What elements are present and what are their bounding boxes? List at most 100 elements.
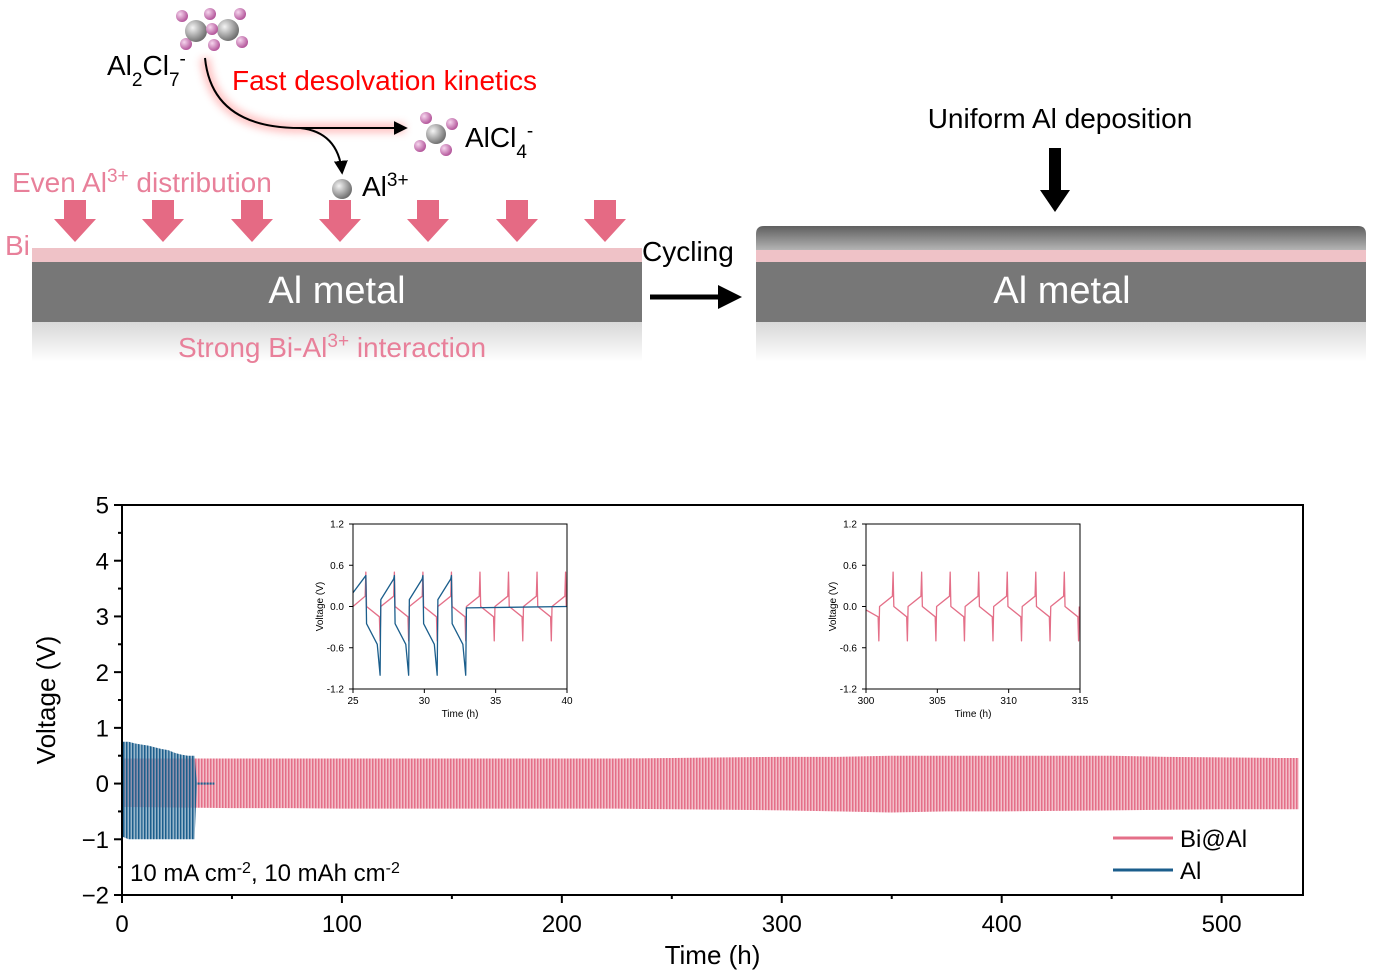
- voltage-band: [122, 741, 129, 840]
- plot-area: [122, 505, 1303, 895]
- arrow: [204, 57, 408, 135]
- x-axis-title: Time (h): [442, 709, 479, 720]
- x-tick-label: 300: [762, 911, 802, 938]
- subscript: 2: [132, 70, 143, 91]
- cation-label: Al3+: [362, 170, 409, 203]
- voltage-band: [148, 745, 155, 840]
- legend-label: Bi@Al: [1180, 826, 1247, 853]
- x-tick-label: 500: [1202, 911, 1242, 938]
- y-tick-label: 5: [96, 493, 109, 520]
- plot-area: [866, 524, 1080, 689]
- process-label: Cycling: [642, 236, 734, 267]
- al-slab: [756, 262, 1366, 322]
- voltage-band: [396, 758, 452, 809]
- voltage-line: [865, 571, 1080, 642]
- slab-label: Al metal: [993, 270, 1130, 312]
- superscript: -: [180, 49, 186, 70]
- y-tick-label: 1: [96, 715, 109, 742]
- y-tick-label: 1.2: [843, 520, 857, 531]
- text-part: interaction: [349, 332, 486, 363]
- plot-series: [122, 741, 1299, 840]
- al-slab: [32, 262, 642, 322]
- plot-frame: [865, 523, 1081, 690]
- pink-arrow: [584, 200, 626, 242]
- x-tick-label: 100: [322, 911, 362, 938]
- plot-series: [865, 571, 1080, 642]
- y-tick-label: 0: [96, 771, 109, 798]
- voltage-band: [154, 747, 162, 840]
- pink-arrow: [231, 200, 273, 242]
- slab-label: Al metal: [268, 270, 405, 312]
- voltage-band: [196, 782, 215, 785]
- bi-layer: [756, 250, 1366, 262]
- subscript: 7: [169, 70, 180, 91]
- pink-arrow: [496, 200, 538, 242]
- voltage-band: [616, 757, 672, 810]
- slab-shadow: [756, 322, 1366, 362]
- text-part: Al: [107, 50, 132, 81]
- inset-chart: -1.2 -0.6 0.0 0.6 1.2 300 305 310 315 Time (h) Vol…: [828, 520, 1089, 720]
- y-tick-label: 0.6: [330, 561, 344, 572]
- x-axis-title: Time (h): [955, 709, 992, 720]
- x-tick-label: 400: [982, 911, 1022, 938]
- plot-frame: [121, 504, 1304, 896]
- voltage-band: [168, 750, 175, 840]
- voltage-band: [286, 758, 342, 809]
- main-chart: −2 −1 0 1 2 3 4 5 0 100 200 300 400 500 Time (h) Voltag…: [31, 493, 1304, 970]
- x-tick-label: 0: [115, 911, 128, 938]
- inset-chart: -1.2 -0.6 0.0 0.6 1.2 25 30 35 40 Time (h) Voltage…: [315, 520, 573, 720]
- voltage-band: [836, 755, 892, 813]
- voltage-band: [187, 755, 195, 840]
- voltage-band: [161, 749, 169, 840]
- y-tick-label: 1.2: [330, 520, 344, 531]
- distribution-label: Even Al3+ distribution: [12, 166, 272, 199]
- y-tick-label: −2: [82, 883, 109, 910]
- pink-arrow: [142, 200, 184, 242]
- y-tick-label: -1.2: [840, 685, 858, 696]
- al-deposit: [756, 226, 1366, 250]
- superscript: -2: [237, 860, 251, 877]
- text-part: distribution: [129, 167, 272, 198]
- x-tick-label: 310: [1000, 696, 1017, 707]
- text-part: AlCl: [465, 122, 516, 153]
- y-tick-label: 4: [96, 548, 109, 575]
- voltage-band: [181, 754, 188, 840]
- superscript: 3+: [107, 166, 129, 187]
- distribution-arrows: [54, 200, 626, 242]
- x-tick-label: 25: [347, 696, 359, 707]
- text-part: 10 mA cm: [130, 860, 237, 887]
- y-axis-title: Voltage (V): [828, 582, 839, 631]
- voltage-band: [1276, 757, 1299, 810]
- anion-molecule: [176, 8, 248, 51]
- y-tick-label: -1.2: [327, 685, 345, 696]
- y-tick-label: 2: [96, 660, 109, 687]
- plot-series: [352, 571, 568, 676]
- anion-label: Al2Cl7-: [107, 49, 186, 91]
- text-part: Cl: [142, 50, 168, 81]
- subscript: 4: [516, 142, 527, 163]
- voltage-band: [1001, 755, 1057, 812]
- voltage-band: [781, 756, 837, 812]
- y-axis-title: Voltage (V): [31, 636, 61, 765]
- voltage-band: [946, 755, 1002, 812]
- voltage-line: [352, 574, 568, 676]
- superscript: -2: [386, 860, 400, 877]
- bi-layer: [32, 248, 642, 262]
- y-tick-label: −1: [82, 827, 109, 854]
- y-axis-title: Voltage (V): [315, 582, 326, 631]
- voltage-band: [128, 741, 136, 840]
- text-part: , 10 mAh cm: [251, 860, 386, 887]
- product-molecule: [414, 112, 458, 156]
- slab-shadow: [32, 322, 642, 362]
- annotation: 10 mA cm-2, 10 mAh cm-2: [130, 860, 400, 888]
- y-tick-label: 0.0: [330, 602, 344, 613]
- pink-arrow: [54, 200, 96, 242]
- legend-label: Al: [1180, 858, 1201, 885]
- text-part: Strong Bi-Al: [178, 332, 327, 363]
- voltage-band: [194, 755, 197, 840]
- voltage-band: [451, 758, 507, 809]
- voltage-band: [231, 758, 287, 809]
- x-axis-title: Time (h): [665, 940, 761, 970]
